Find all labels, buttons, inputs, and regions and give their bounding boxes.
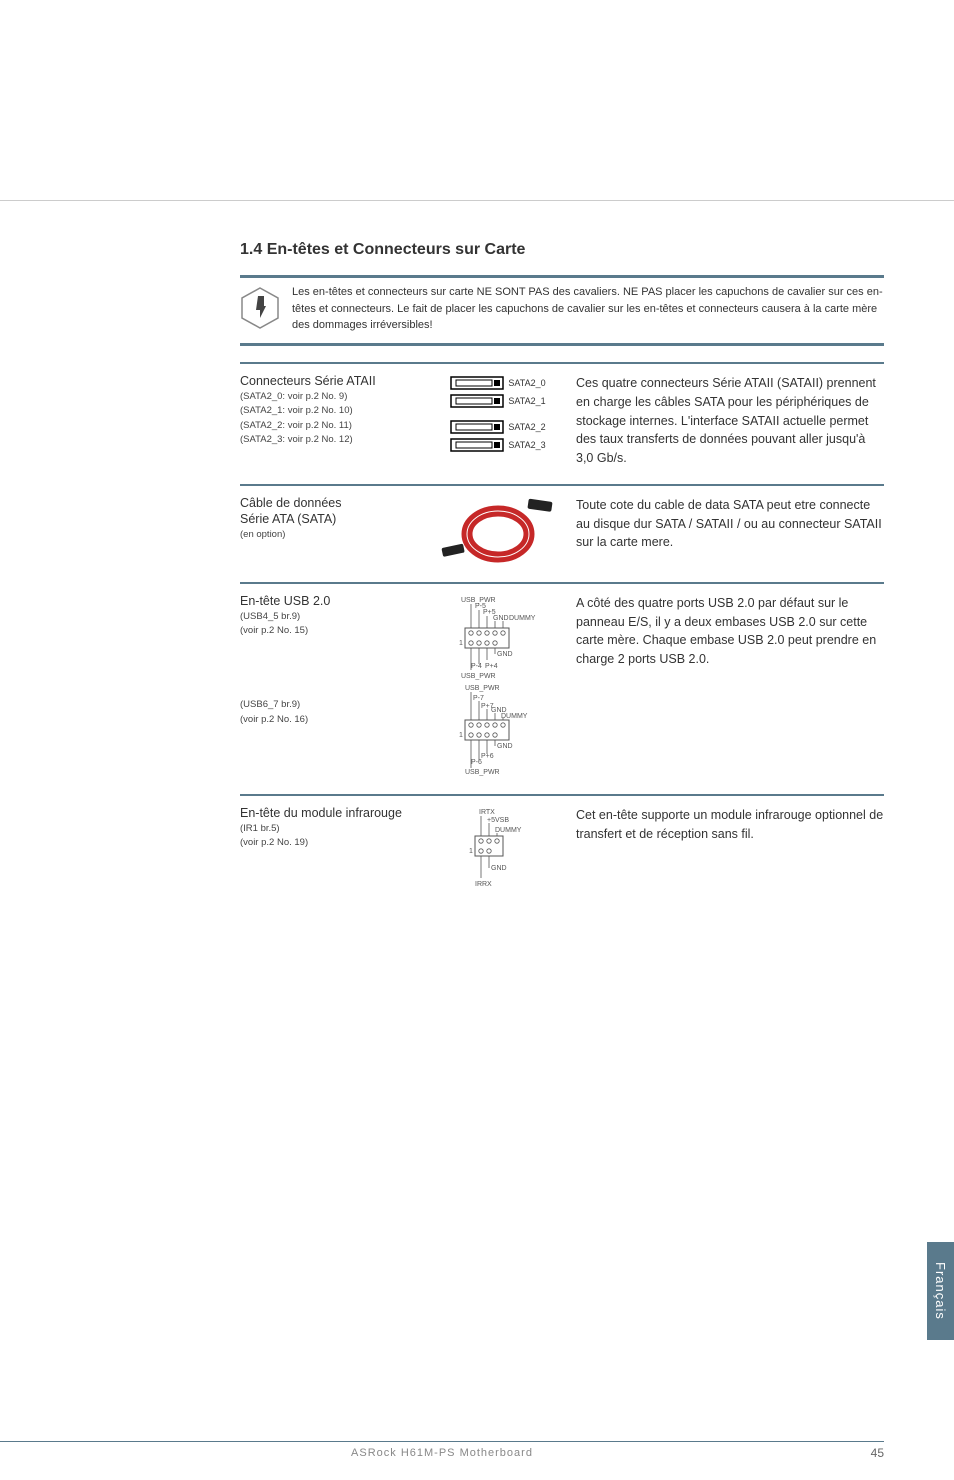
svg-text:P-6: P-6	[471, 759, 482, 766]
sata-label-2: SATA2_2	[508, 422, 545, 432]
usb-sub-2a: (USB6_7 br.9)	[240, 698, 420, 712]
footer-product: ASRock H61M-PS Motherboard	[0, 1447, 884, 1459]
caution-icon	[240, 284, 280, 335]
svg-text:USB_PWR: USB_PWR	[461, 673, 496, 680]
usb-title: En-tête USB 2.0	[240, 594, 420, 608]
svg-text:P-7: P-7	[473, 695, 484, 702]
page-footer: ASRock H61M-PS Motherboard 45	[0, 1441, 884, 1460]
svg-text:+5VSB: +5VSB	[487, 817, 509, 824]
sata-sub-1: (SATA2_1: voir p.2 No. 10)	[240, 404, 420, 418]
cable-title-1: Câble de données	[240, 496, 420, 510]
note-box: Les en-têtes et connecteurs sur carte NE…	[240, 275, 884, 346]
svg-text:DUMMY: DUMMY	[501, 713, 528, 720]
ir-sub-2: (voir p.2 No. 19)	[240, 836, 420, 850]
svg-text:GND: GND	[491, 865, 507, 872]
ir-title: En-tête du module infrarouge	[240, 806, 420, 820]
section-title: 1.4 En-têtes et Connecteurs sur Carte	[240, 241, 884, 259]
sata-connector-icon: SATA2_2	[450, 420, 545, 434]
svg-text:GND: GND	[497, 651, 513, 658]
sata-cable-icon	[428, 496, 568, 566]
svg-text:P+6: P+6	[481, 753, 494, 760]
language-tab: Français	[927, 1242, 954, 1340]
sata-sub-3: (SATA2_3: voir p.2 No. 12)	[240, 433, 420, 447]
usb-header-diagram-2: USB_PWR P-7 P+7 GND DUMMY 1	[443, 682, 553, 778]
svg-text:DUMMY: DUMMY	[509, 615, 536, 622]
note-text: Les en-têtes et connecteurs sur carte NE…	[292, 284, 884, 334]
cable-sub: (en option)	[240, 528, 420, 542]
svg-text:P+4: P+4	[485, 663, 498, 670]
sata-label-1: SATA2_1	[508, 396, 545, 406]
svg-text:1: 1	[469, 848, 473, 855]
sata-desc: Ces quatre connecteurs Série ATAII (SATA…	[576, 374, 884, 468]
row-ir: En-tête du module infrarouge (IR1 br.5) …	[240, 794, 884, 906]
row-sata: Connecteurs Série ATAII (SATA2_0: voir p…	[240, 362, 884, 484]
usb-sub-1a: (USB4_5 br.9)	[240, 610, 420, 624]
sata-connector-icon: SATA2_0	[450, 376, 545, 390]
svg-text:1: 1	[459, 732, 463, 739]
usb-sub-1b: (voir p.2 No. 15)	[240, 624, 420, 638]
usb-header-diagram-1: USB_PWR P-5 P+5 GND DUMMY 1	[443, 594, 553, 682]
svg-text:IRRX: IRRX	[475, 881, 492, 888]
sata-connector-icon: SATA2_1	[450, 394, 545, 408]
sata-title: Connecteurs Série ATAII	[240, 374, 420, 388]
sata-connector-icon: SATA2_3	[450, 438, 545, 452]
svg-text:1: 1	[459, 640, 463, 647]
svg-text:IRTX: IRTX	[479, 809, 495, 816]
ir-desc: Cet en-tête supporte un module infraroug…	[576, 806, 884, 844]
sata-sub-2: (SATA2_2: voir p.2 No. 11)	[240, 419, 420, 433]
ir-header-diagram: IRTX +5VSB DUMMY 1 GND IRRX	[428, 806, 568, 890]
row-cable: Câble de données Série ATA (SATA) (en op…	[240, 484, 884, 582]
row-usb: En-tête USB 2.0 (USB4_5 br.9) (voir p.2 …	[240, 582, 884, 794]
cable-desc: Toute cote du cable de data SATA peut et…	[576, 496, 884, 552]
cable-title-2: Série ATA (SATA)	[240, 512, 420, 526]
svg-text:USB_PWR: USB_PWR	[465, 769, 500, 776]
svg-text:GND: GND	[493, 615, 509, 622]
svg-text:DUMMY: DUMMY	[495, 827, 522, 834]
svg-text:USB_PWR: USB_PWR	[465, 685, 500, 692]
svg-text:P-4: P-4	[471, 663, 482, 670]
usb-sub-2b: (voir p.2 No. 16)	[240, 713, 420, 727]
sata-label-3: SATA2_3	[508, 440, 545, 450]
sata-label-0: SATA2_0	[508, 378, 545, 388]
usb-desc: A côté des quatre ports USB 2.0 par défa…	[576, 594, 884, 669]
sata-sub-0: (SATA2_0: voir p.2 No. 9)	[240, 390, 420, 404]
ir-sub-1: (IR1 br.5)	[240, 822, 420, 836]
svg-text:GND: GND	[497, 743, 513, 750]
